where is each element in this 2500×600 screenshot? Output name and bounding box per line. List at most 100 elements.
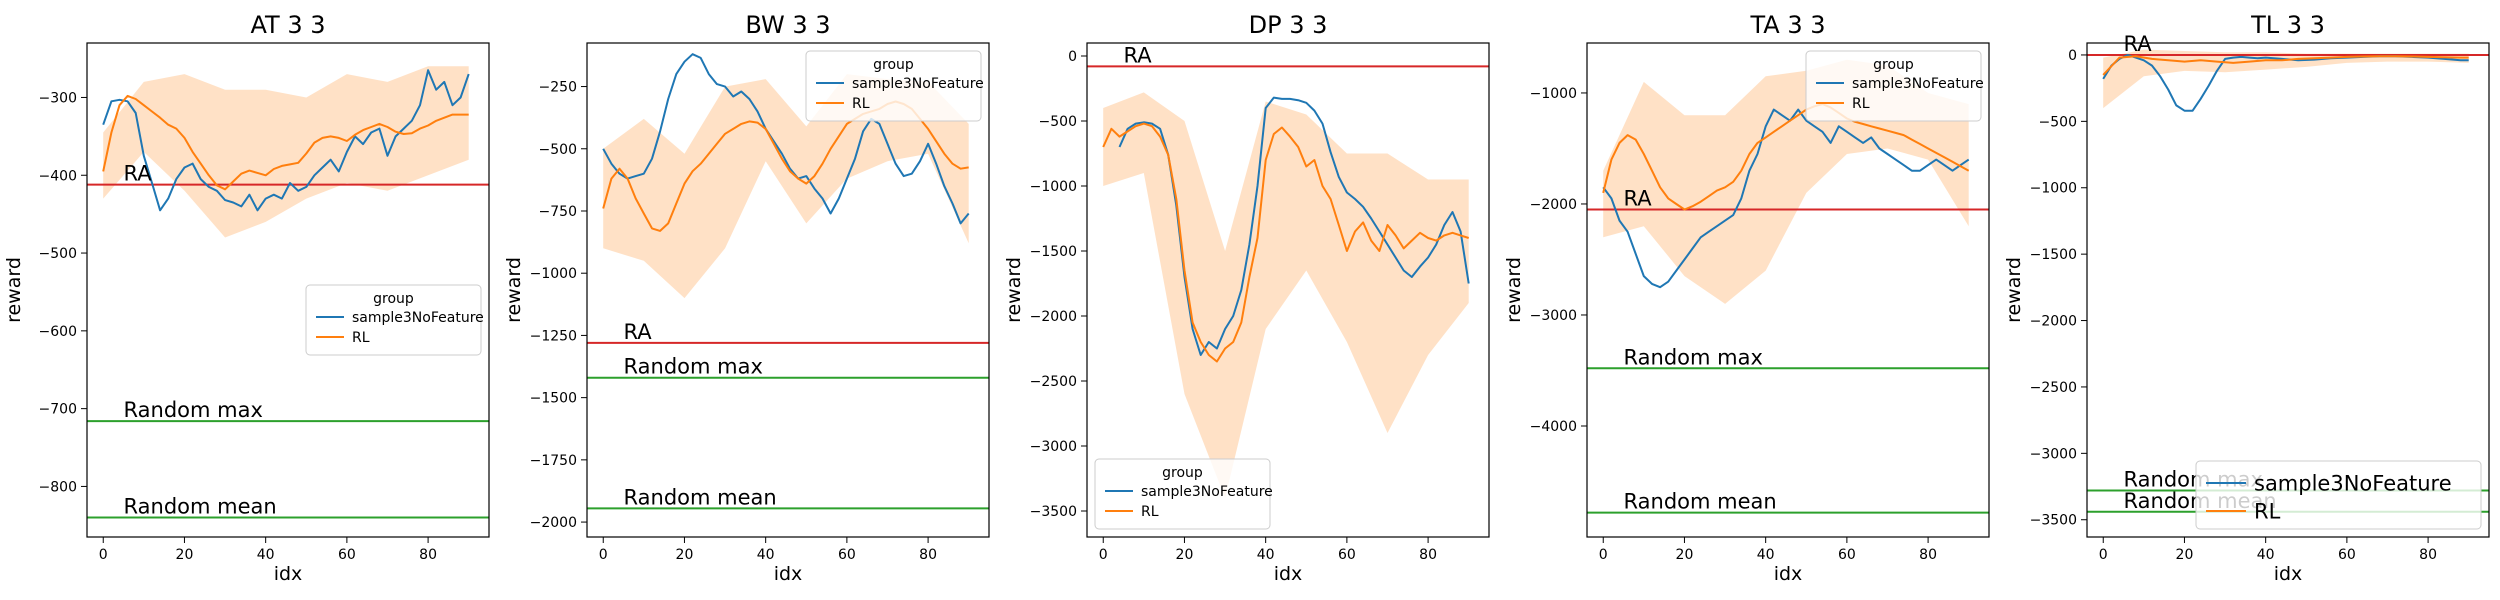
legend-label-rl: RL bbox=[852, 96, 870, 112]
x-tick-label: 20 bbox=[176, 547, 194, 563]
chart-title: BW 3 3 bbox=[745, 11, 830, 39]
confidence-band bbox=[603, 74, 969, 299]
x-tick-label: 20 bbox=[2176, 547, 2194, 563]
axes-frame bbox=[2086, 42, 2490, 538]
y-tick-label: −700 bbox=[39, 402, 77, 418]
series-line-sample3nofeature bbox=[1602, 108, 1970, 289]
x-tick-label: 0 bbox=[2099, 547, 2108, 563]
legend-label-sample3nofeature: sample3NoFeature bbox=[852, 76, 984, 92]
hline-label-random-mean: Random mean bbox=[124, 495, 277, 519]
chart-title: TL 3 3 bbox=[2250, 11, 2325, 39]
legend-label-sample3nofeature: sample3NoFeature bbox=[2254, 472, 2452, 496]
hline-label-random-mean: Random mean bbox=[624, 485, 777, 509]
x-tick-label: 80 bbox=[1419, 547, 1437, 563]
legend-label-sample3nofeature: sample3NoFeature bbox=[1141, 484, 1273, 500]
legend: group sample3NoFeature RL bbox=[805, 50, 984, 122]
y-axis-label: reward bbox=[503, 257, 525, 323]
x-tick-label: 20 bbox=[1676, 547, 1694, 563]
chart-title: TA 3 3 bbox=[1749, 11, 1825, 39]
x-tick-label: 40 bbox=[2257, 547, 2275, 563]
axes-frame bbox=[86, 42, 490, 538]
y-tick-label: −800 bbox=[39, 479, 77, 495]
x-tick-label: 20 bbox=[1176, 547, 1194, 563]
y-tick-label: −750 bbox=[539, 204, 577, 220]
x-tick-label: 80 bbox=[2419, 547, 2437, 563]
y-tick-label: −1500 bbox=[530, 391, 577, 407]
plot-area bbox=[2087, 49, 2489, 513]
legend-label-sample3nofeature: sample3NoFeature bbox=[1852, 76, 1984, 92]
y-axis-label: reward bbox=[2003, 257, 2025, 323]
y-tick-label: −500 bbox=[539, 142, 577, 158]
x-tick-label: 60 bbox=[838, 547, 856, 563]
y-tick-label: −250 bbox=[539, 80, 577, 96]
x-axis-label: idx bbox=[774, 563, 803, 585]
y-tick-label: 0 bbox=[1068, 49, 1077, 65]
legend-title: group bbox=[373, 291, 414, 307]
plot-area bbox=[587, 53, 989, 510]
x-axis-label: idx bbox=[274, 563, 303, 585]
series-line-rl bbox=[102, 94, 469, 191]
y-tick-label: −300 bbox=[39, 90, 77, 106]
x-tick-label: 0 bbox=[1099, 547, 1108, 563]
hline-label-ra: RA bbox=[124, 162, 153, 186]
legend-box bbox=[805, 50, 982, 122]
plot-area bbox=[1587, 59, 1989, 514]
legend-box bbox=[1094, 458, 1271, 530]
y-axis-label: reward bbox=[1503, 257, 1525, 323]
y-tick-label: −2500 bbox=[2030, 380, 2077, 396]
legend: group sample3NoFeature RL bbox=[1094, 458, 1273, 530]
y-tick-label: −2000 bbox=[1530, 197, 1577, 213]
y-tick-label: −1000 bbox=[1030, 179, 1077, 195]
y-tick-label: −500 bbox=[1039, 114, 1077, 130]
hline-label-random-max: Random max bbox=[124, 398, 263, 422]
x-tick-label: 40 bbox=[1757, 547, 1775, 563]
chart-panel-4: RA Random max Random mean 0 20 40 60 80 −4000 −30… bbox=[1503, 11, 1990, 585]
hline-label-random-mean: Random mean bbox=[1624, 490, 1777, 514]
y-axis-label: reward bbox=[1003, 257, 1025, 323]
hline-label-ra: RA bbox=[2124, 32, 2153, 56]
confidence-band bbox=[103, 66, 469, 238]
legend: group sample3NoFeature RL bbox=[1805, 50, 1984, 122]
x-tick-label: 40 bbox=[257, 547, 275, 563]
y-tick-label: −1500 bbox=[2030, 247, 2077, 263]
x-tick-label: 80 bbox=[1919, 547, 1937, 563]
legend-box bbox=[1805, 50, 1982, 122]
y-tick-label: −500 bbox=[39, 246, 77, 262]
chart-title: AT 3 3 bbox=[250, 11, 325, 39]
x-tick-label: 80 bbox=[419, 547, 437, 563]
hline-label-ra: RA bbox=[1124, 43, 1153, 67]
axes-frame bbox=[586, 42, 990, 538]
confidence-band bbox=[2103, 49, 2469, 109]
axes-frame bbox=[1586, 42, 1990, 538]
x-tick-label: 80 bbox=[919, 547, 937, 563]
y-tick-label: −2000 bbox=[2030, 314, 2077, 330]
y-tick-label: −1500 bbox=[1030, 244, 1077, 260]
legend-box bbox=[305, 284, 482, 356]
chart-panel-3: RA 0 20 40 60 80 −3500 −3000 −2500 −2000 −1500 −100… bbox=[1003, 11, 1490, 585]
chart-panel-2: RA Random max Random mean 0 20 40 60 80 −2000 −17… bbox=[503, 11, 990, 585]
legend-label-rl: RL bbox=[1852, 96, 1870, 112]
x-tick-label: 20 bbox=[676, 547, 694, 563]
y-tick-label: −1000 bbox=[530, 266, 577, 282]
y-tick-label: −2500 bbox=[1030, 374, 1077, 390]
chart-title: DP 3 3 bbox=[1249, 11, 1328, 39]
x-tick-label: 40 bbox=[1257, 547, 1275, 563]
y-tick-label: −600 bbox=[39, 324, 77, 340]
plot-area bbox=[1087, 65, 1489, 499]
x-tick-label: 60 bbox=[2338, 547, 2356, 563]
x-tick-label: 60 bbox=[1838, 547, 1856, 563]
legend-box bbox=[2195, 460, 2482, 530]
x-axis-label: idx bbox=[2274, 563, 2303, 585]
y-tick-label: −1000 bbox=[1530, 86, 1577, 102]
series-line-rl bbox=[1102, 122, 1470, 363]
x-tick-label: 60 bbox=[338, 547, 356, 563]
x-tick-label: 0 bbox=[1599, 547, 1608, 563]
legend-label-rl: RL bbox=[352, 330, 370, 346]
y-tick-label: −500 bbox=[2039, 114, 2077, 130]
legend-label-rl: RL bbox=[2254, 500, 2281, 524]
y-tick-label: −1250 bbox=[530, 328, 577, 344]
y-tick-label: 0 bbox=[2068, 48, 2077, 64]
y-tick-label: −400 bbox=[39, 168, 77, 184]
series-line-rl bbox=[2102, 55, 2469, 76]
